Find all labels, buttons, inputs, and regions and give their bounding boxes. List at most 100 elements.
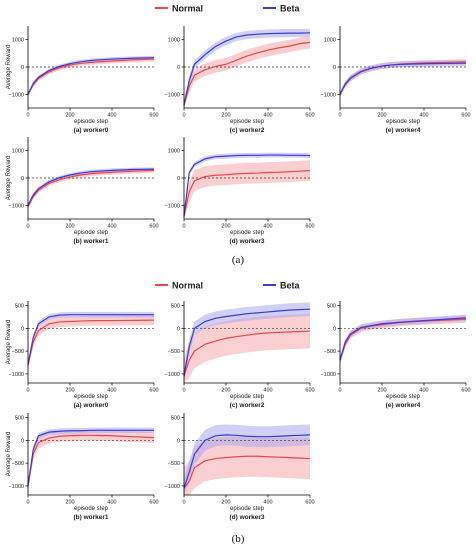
series-line-normal xyxy=(183,170,311,217)
panel-title: (c) worker2 xyxy=(230,127,265,134)
x-tick-label: 200 xyxy=(221,224,230,230)
y-tick-label: 0 xyxy=(21,438,24,444)
y-tick-label: 0 xyxy=(21,176,24,182)
x-tick-label: 200 xyxy=(221,388,230,394)
x-tick-label: 200 xyxy=(221,500,230,506)
chart-panel-8: 0 200 400 600 −1000 −500 0 500 episode step (d) w… xyxy=(165,413,315,521)
x-tick-label: 600 xyxy=(305,113,314,119)
x-tick-label: 400 xyxy=(263,388,272,394)
x-axis-label: episode step xyxy=(386,119,421,125)
legend-a: Normal Beta xyxy=(155,4,301,14)
x-tick-label: 0 xyxy=(26,224,29,230)
x-tick-label: 0 xyxy=(182,500,185,506)
y-tick-label: 500 xyxy=(171,416,180,422)
chart-panel-6: 0 200 400 600 −1000 −500 0 500 episode step (b) w… xyxy=(6,413,159,521)
panel-title: (d) worker3 xyxy=(229,238,264,245)
chart-panel-7: 0 200 400 600 −1000 −500 0 500 episode step (c) w… xyxy=(165,301,315,409)
x-axis-label: episode step xyxy=(230,119,265,125)
x-tick-label: 0 xyxy=(26,388,29,394)
x-tick-label: 600 xyxy=(149,388,158,394)
y-tick-label: 500 xyxy=(171,304,180,310)
chart-panel-4: 0 200 400 600 −1000 0 1000 episode step (e) work… xyxy=(321,26,471,134)
x-tick-label: 600 xyxy=(149,113,158,119)
y-tick-label: 500 xyxy=(327,304,336,310)
series-band-normal xyxy=(28,315,154,370)
x-axis-label: episode step xyxy=(74,394,109,400)
chart-panel-5: 0 200 400 600 −1000 −500 0 500 episode step (a) w… xyxy=(6,301,159,409)
x-tick-label: 0 xyxy=(182,388,185,394)
y-tick-label: 0 xyxy=(21,326,24,332)
y-tick-label: 500 xyxy=(15,304,24,310)
legend-label: Normal xyxy=(172,4,203,14)
x-tick-label: 400 xyxy=(107,224,116,230)
x-tick-label: 600 xyxy=(461,388,470,394)
x-tick-label: 600 xyxy=(149,224,158,230)
y-tick-label: −1000 xyxy=(9,372,24,378)
series-band-beta xyxy=(184,302,310,383)
x-tick-label: 400 xyxy=(419,113,428,119)
x-tick-label: 400 xyxy=(263,224,272,230)
y-axis-label: Average Reward xyxy=(6,320,12,365)
y-tick-label: 1000 xyxy=(12,38,24,44)
series-line-normal xyxy=(183,455,311,489)
y-tick-label: −1000 xyxy=(165,372,180,378)
chart-panel-3: 0 200 400 600 −1000 0 1000 episode step (d) work… xyxy=(165,137,315,245)
legend-label: Beta xyxy=(280,281,301,291)
x-tick-label: 400 xyxy=(263,113,272,119)
panel-title: (e) worker4 xyxy=(386,402,421,409)
panel-title: (c) worker2 xyxy=(230,402,265,409)
y-axis-label: Average Reward xyxy=(6,45,12,90)
y-tick-label: −1000 xyxy=(321,372,336,378)
x-tick-label: 600 xyxy=(305,224,314,230)
x-tick-label: 200 xyxy=(65,113,74,119)
x-tick-label: 400 xyxy=(419,388,428,394)
x-tick-label: 600 xyxy=(305,500,314,506)
y-tick-label: 1000 xyxy=(168,38,180,44)
y-tick-label: −1000 xyxy=(165,92,180,98)
y-tick-label: 0 xyxy=(333,65,336,71)
series-band-beta xyxy=(184,28,310,108)
x-tick-label: 200 xyxy=(65,388,74,394)
y-tick-label: −500 xyxy=(12,349,24,355)
y-tick-label: 500 xyxy=(15,416,24,422)
series-line-beta xyxy=(183,434,311,489)
legend-b: Normal Beta xyxy=(155,281,301,291)
y-tick-label: 0 xyxy=(177,65,180,71)
y-tick-label: −1000 xyxy=(9,92,24,98)
x-tick-label: 600 xyxy=(149,500,158,506)
y-tick-label: 1000 xyxy=(12,149,24,155)
chart-panel-1: 0 200 400 600 −1000 0 1000 episode step (b) work… xyxy=(6,137,159,245)
x-tick-label: 400 xyxy=(263,500,272,506)
y-tick-label: −500 xyxy=(168,461,180,467)
series-band-normal xyxy=(184,160,310,219)
series-band-normal xyxy=(184,435,310,495)
series-line-beta xyxy=(27,314,154,365)
y-tick-label: 0 xyxy=(177,176,180,182)
series-line-beta xyxy=(27,57,155,95)
series-line-normal xyxy=(27,434,155,486)
chart-panel-2: 0 200 400 600 −1000 0 1000 episode step (c) work… xyxy=(165,26,315,134)
x-tick-label: 200 xyxy=(377,113,386,119)
series-line-beta xyxy=(339,62,467,95)
series-band-beta xyxy=(340,314,466,364)
y-tick-label: −1000 xyxy=(321,92,336,98)
x-tick-label: 400 xyxy=(107,113,116,119)
series-line-normal xyxy=(339,318,467,361)
x-tick-label: 0 xyxy=(26,500,29,506)
y-tick-label: 1000 xyxy=(324,38,336,44)
legend-label: Normal xyxy=(172,281,203,291)
series-line-normal xyxy=(27,58,155,95)
x-axis-label: episode step xyxy=(74,506,109,512)
series-band-beta xyxy=(340,60,466,98)
x-axis-label: episode step xyxy=(230,230,265,236)
panel-title: (d) worker3 xyxy=(229,514,264,521)
x-tick-label: 0 xyxy=(338,388,341,394)
x-axis-label: episode step xyxy=(74,230,109,236)
y-tick-label: 0 xyxy=(333,326,336,332)
series-band-normal xyxy=(184,36,310,108)
y-tick-label: −500 xyxy=(324,349,336,355)
y-tick-label: −500 xyxy=(12,461,24,467)
series-band-beta xyxy=(28,427,154,489)
y-tick-label: −1000 xyxy=(165,484,180,490)
y-axis-label: Average Reward xyxy=(6,432,12,477)
